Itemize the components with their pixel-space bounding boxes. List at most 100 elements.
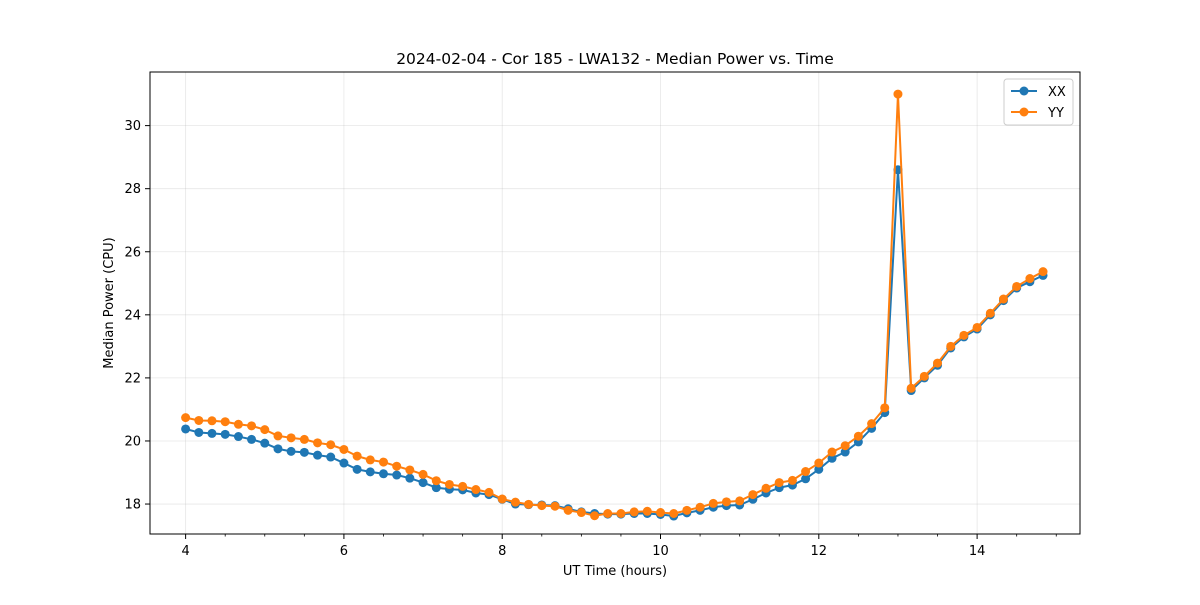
- data-point-yy: [919, 371, 929, 381]
- y-tick-label: 24: [124, 308, 141, 323]
- data-point-xx: [181, 424, 191, 434]
- legend-label-xx: XX: [1048, 85, 1066, 100]
- data-point-yy: [840, 441, 850, 451]
- data-point-yy: [326, 440, 336, 450]
- data-point-yy: [444, 479, 454, 489]
- data-point-xx: [352, 464, 362, 474]
- data-point-yy: [906, 383, 916, 393]
- data-point-yy: [273, 431, 283, 441]
- data-point-yy: [524, 499, 534, 509]
- x-tick-label: 8: [498, 544, 506, 559]
- data-point-xx: [233, 432, 243, 442]
- data-point-yy: [220, 417, 230, 427]
- data-point-xx: [273, 444, 283, 454]
- axis-ticks: 4 6 8 10 12 14 18 20 22 24 26 28 30: [124, 119, 1057, 559]
- data-point-xx: [247, 434, 257, 444]
- data-point-yy: [893, 89, 903, 99]
- data-point-yy: [339, 444, 349, 454]
- data-point-yy: [510, 497, 520, 507]
- data-point-yy: [313, 438, 323, 448]
- data-point-yy: [774, 478, 784, 488]
- data-point-yy: [392, 461, 402, 471]
- data-point-yy: [695, 502, 705, 512]
- data-point-xx: [260, 438, 270, 448]
- data-point-yy: [748, 490, 758, 500]
- data-point-yy: [933, 358, 943, 368]
- plot-frame: [149, 71, 1081, 535]
- data-point-yy: [998, 294, 1008, 304]
- data-point-yy: [537, 501, 547, 511]
- data-point-yy: [365, 455, 375, 465]
- data-point-yy: [497, 494, 507, 504]
- y-tick-label: 26: [124, 245, 141, 260]
- data-point-xx: [840, 447, 850, 457]
- data-point-xx: [194, 427, 204, 437]
- data-point-xx: [801, 474, 811, 484]
- data-point-yy: [378, 457, 388, 467]
- data-point-xx: [286, 446, 296, 456]
- data-point-xx: [220, 429, 230, 439]
- data-point-yy: [286, 433, 296, 443]
- x-tick-label: 6: [340, 544, 348, 559]
- x-tick-label: 14: [969, 544, 986, 559]
- y-tick-label: 18: [124, 498, 141, 513]
- chart-title: 2024-02-04 - Cor 185 - LWA132 - Median P…: [396, 50, 834, 68]
- data-point-yy: [616, 509, 626, 518]
- data-point-xx: [326, 452, 336, 462]
- data-point-xx: [405, 473, 415, 483]
- y-tick-label: 30: [124, 119, 141, 134]
- data-point-xx: [827, 453, 837, 463]
- data-point-xx: [339, 458, 349, 468]
- x-tick-label: 12: [811, 544, 828, 559]
- data-point-yy: [972, 322, 982, 332]
- data-point-yy: [629, 507, 639, 517]
- y-tick-label: 28: [124, 182, 141, 197]
- data-point-yy: [801, 467, 811, 477]
- data-point-yy: [471, 485, 481, 495]
- y-tick-label: 22: [124, 371, 141, 386]
- data-point-xx: [418, 478, 428, 488]
- data-point-yy: [590, 511, 600, 521]
- data-point-xx: [299, 447, 309, 457]
- data-point-xx: [814, 464, 824, 474]
- data-point-yy: [247, 421, 257, 431]
- data-point-yy: [603, 509, 613, 518]
- legend-marker-yy: [1019, 107, 1029, 117]
- data-point-yy: [550, 501, 560, 511]
- legend-marker-xx: [1019, 86, 1029, 96]
- data-point-yy: [708, 498, 718, 508]
- data-point-yy: [1038, 267, 1048, 277]
- data-point-yy: [194, 415, 204, 425]
- data-point-yy: [181, 413, 191, 423]
- y-axis-label: Median Power (CPU): [102, 237, 117, 368]
- data-point-yy: [1025, 274, 1035, 284]
- data-point-yy: [458, 481, 468, 491]
- data-point-yy: [299, 434, 309, 444]
- data-series: [181, 89, 1048, 521]
- x-axis-label: UT Time (hours): [563, 564, 667, 579]
- data-point-yy: [827, 447, 837, 457]
- data-point-yy: [260, 425, 270, 435]
- x-tick-label: 10: [652, 544, 669, 559]
- data-point-yy: [787, 475, 797, 485]
- data-point-yy: [405, 465, 415, 475]
- data-point-xx: [392, 470, 402, 480]
- data-point-yy: [853, 431, 863, 441]
- data-point-yy: [207, 416, 217, 426]
- x-tick-label: 4: [181, 544, 189, 559]
- data-point-yy: [946, 341, 956, 351]
- data-point-yy: [352, 451, 362, 461]
- data-point-yy: [735, 496, 745, 506]
- data-point-yy: [563, 505, 573, 515]
- data-point-yy: [814, 458, 824, 468]
- data-point-yy: [880, 403, 890, 413]
- data-point-yy: [418, 469, 428, 479]
- legend: XX YY: [1003, 78, 1074, 126]
- data-point-xx: [378, 469, 388, 479]
- data-point-yy: [682, 505, 692, 515]
- data-point-yy: [985, 308, 995, 318]
- data-point-yy: [656, 508, 666, 518]
- data-point-yy: [484, 487, 494, 497]
- data-point-yy: [233, 419, 243, 429]
